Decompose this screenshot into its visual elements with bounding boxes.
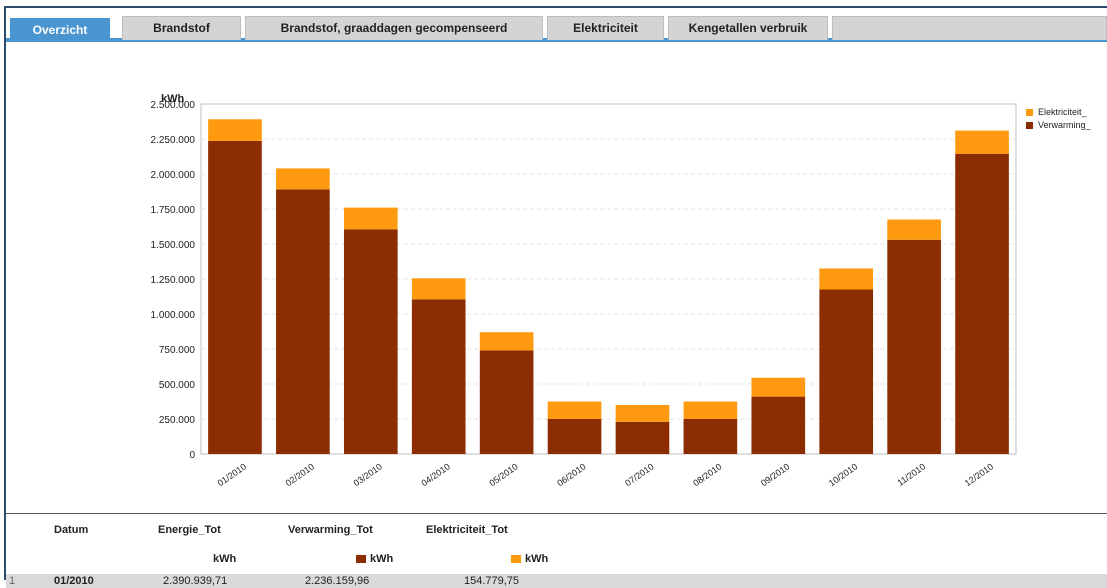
legend-item-elektriciteit[interactable]: Elektriciteit_ [1026, 106, 1091, 119]
bar-verwarming [411, 299, 466, 454]
x-tick-label: 08/2010 [691, 461, 723, 488]
y-tick-label: 250.000 [159, 415, 196, 426]
tab-brandstof-graaddagen[interactable]: Brandstof, graaddagen gecompenseerd [245, 16, 543, 40]
bar-elektriciteit [343, 207, 398, 230]
bar-elektriciteit [887, 219, 941, 240]
bar-verwarming [479, 350, 534, 454]
bar-elektriciteit [683, 401, 738, 419]
bar-elektriciteit [547, 401, 602, 419]
bar-verwarming [751, 396, 806, 454]
row-elektriciteit: 154.779,75 [464, 575, 520, 587]
bar-verwarming [887, 239, 941, 454]
y-tick-label: 2.250.000 [151, 135, 196, 146]
x-tick-label: 10/2010 [827, 461, 859, 488]
table-row[interactable]: 1 01/2010 2.390.939,71 2.236.159,96 154.… [6, 574, 1107, 588]
bar-verwarming [276, 189, 330, 454]
unit-swatch-elektriciteit [511, 555, 521, 564]
bar-elektriciteit [819, 268, 874, 290]
col-header-verwarming-tot[interactable]: Verwarming_Tot [288, 524, 373, 536]
bar-elektriciteit [615, 405, 670, 422]
x-tick-label: 02/2010 [284, 461, 316, 488]
tab-kengetallen-verbruik[interactable]: Kengetallen verbruik [668, 16, 828, 40]
energy-bar-chart: 0 250.000 500.000 750.000 1.000.000 1.250.000… [151, 93, 1017, 488]
unit-swatch-verwarming [356, 555, 366, 564]
legend-swatch-verwarming [1026, 122, 1033, 130]
y-tick-label: 1.250.000 [151, 275, 196, 286]
unit-verwarming: kWh [356, 553, 393, 565]
legend-item-verwarming[interactable]: Verwarming_ [1026, 119, 1091, 132]
unit-elektriciteit-label: kWh [525, 553, 549, 565]
x-tick-label: 07/2010 [623, 461, 655, 488]
row-energie: 2.390.939,71 [163, 575, 228, 587]
bar-verwarming [683, 419, 738, 454]
table-separator [6, 513, 1107, 514]
x-tick-label: 04/2010 [419, 461, 451, 488]
bar-elektriciteit [208, 119, 262, 141]
tab-bar-filler [832, 16, 1107, 40]
y-axis-label: kWh [161, 93, 185, 105]
bar-verwarming [547, 419, 602, 454]
unit-energie: kWh [213, 553, 237, 565]
bar-verwarming [955, 153, 1009, 454]
row-datum: 01/2010 [54, 575, 94, 587]
y-tick-label: 500.000 [159, 380, 196, 391]
y-tick-label: 2.000.000 [151, 170, 196, 181]
y-tick-label: 1.000.000 [151, 310, 196, 321]
x-tick-label: 09/2010 [759, 461, 791, 488]
bar-verwarming [615, 421, 670, 454]
legend-swatch-elektriciteit [1026, 109, 1033, 117]
y-tick-label: 1.750.000 [151, 205, 196, 216]
legend-label-verwarming: Verwarming_ [1038, 120, 1091, 130]
x-tick-label: 01/2010 [216, 461, 248, 488]
chart-legend: Elektriciteit_ Verwarming_ [1026, 106, 1091, 132]
y-tick-label: 0 [189, 450, 195, 461]
bar-verwarming [343, 229, 398, 454]
bar-elektriciteit [479, 332, 534, 351]
col-header-elektriciteit-tot[interactable]: Elektriciteit_Tot [426, 524, 508, 536]
row-index: 1 [9, 575, 16, 587]
tab-bar: Overzicht Brandstof Brandstof, graaddage… [6, 8, 1107, 42]
x-tick-label: 05/2010 [487, 461, 519, 488]
tab-brandstof[interactable]: Brandstof [122, 16, 241, 40]
x-tick-label: 11/2010 [895, 461, 927, 487]
x-tick-label: 03/2010 [352, 461, 384, 488]
row-verwarming: 2.236.159,96 [305, 575, 370, 587]
bar-elektriciteit [751, 377, 806, 397]
bar-verwarming [819, 289, 874, 454]
app-frame: Overzicht Brandstof Brandstof, graaddage… [4, 6, 1107, 588]
bar-elektriciteit [276, 168, 330, 190]
legend-label-elektriciteit: Elektriciteit_ [1038, 107, 1087, 117]
x-tick-label: 06/2010 [555, 461, 587, 488]
unit-elektriciteit: kWh [511, 553, 548, 565]
col-header-datum[interactable]: Datum [54, 524, 89, 536]
unit-verwarming-label: kWh [370, 553, 394, 565]
bar-verwarming [208, 140, 262, 454]
y-tick-label: 1.500.000 [151, 240, 196, 251]
y-tick-label: 2.500.000 [151, 100, 196, 111]
y-tick-label: 750.000 [159, 345, 196, 356]
tab-elektriciteit[interactable]: Elektriciteit [547, 16, 664, 40]
col-header-energie-tot[interactable]: Energie_Tot [158, 524, 221, 536]
bar-elektriciteit [411, 278, 466, 300]
tab-overzicht[interactable]: Overzicht [10, 18, 110, 40]
bar-elektriciteit [955, 130, 1009, 154]
x-tick-label: 12/2010 [963, 461, 995, 488]
